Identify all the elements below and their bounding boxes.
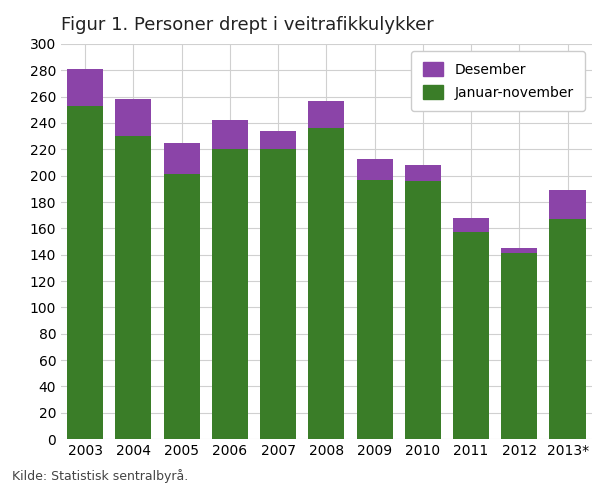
Bar xyxy=(115,99,151,136)
Bar xyxy=(453,232,489,439)
Bar xyxy=(501,248,537,253)
Bar xyxy=(501,253,537,439)
Text: Kilde: Statistisk sentralbyrå.: Kilde: Statistisk sentralbyrå. xyxy=(12,469,188,483)
Bar xyxy=(212,121,248,149)
Bar xyxy=(405,165,441,181)
Bar xyxy=(356,159,393,180)
Bar xyxy=(67,69,103,106)
Bar xyxy=(163,174,199,439)
Bar xyxy=(550,219,586,439)
Bar xyxy=(453,218,489,232)
Bar xyxy=(405,181,441,439)
Bar xyxy=(308,101,345,128)
Legend: Desember, Januar-november: Desember, Januar-november xyxy=(412,51,585,111)
Bar xyxy=(212,149,248,439)
Bar xyxy=(163,142,199,174)
Bar xyxy=(356,180,393,439)
Bar xyxy=(260,131,296,149)
Bar xyxy=(308,128,345,439)
Text: Figur 1. Personer drept i veitrafikkulykker: Figur 1. Personer drept i veitrafikkulyk… xyxy=(61,16,434,34)
Bar xyxy=(115,136,151,439)
Bar xyxy=(67,106,103,439)
Bar xyxy=(260,149,296,439)
Bar xyxy=(550,190,586,219)
